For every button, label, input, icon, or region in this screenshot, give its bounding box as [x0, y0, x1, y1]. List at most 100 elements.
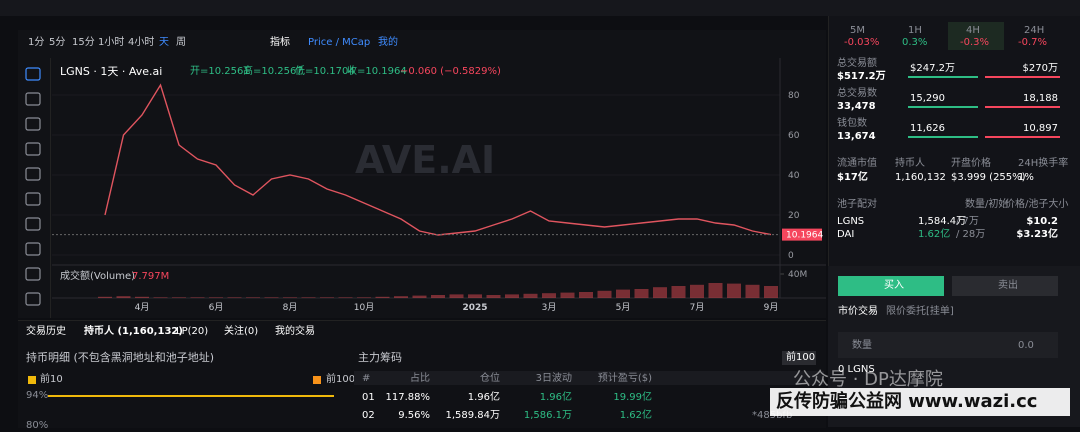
volume-bar — [412, 295, 427, 298]
volume-bar — [357, 297, 371, 298]
price-mcap-tab[interactable]: Price / MCap — [308, 37, 371, 48]
bottom-tab[interactable]: 交易历史 — [26, 326, 66, 337]
stat-bar-buy — [908, 106, 978, 108]
interval-tab[interactable]: 1小时 — [98, 37, 125, 48]
pool-header: 池子配对 — [837, 199, 877, 210]
frame-tab[interactable]: 5M — [850, 25, 865, 36]
pool-amount: 1.62亿 — [918, 229, 951, 240]
tool-icon — [25, 292, 41, 306]
top10-legend: 前10 — [40, 374, 63, 385]
y-tick-label: 20 — [788, 211, 800, 221]
tool-icon — [25, 192, 41, 206]
table-cell[interactable]: 1,589.84万 — [445, 410, 500, 421]
buy-btn[interactable]: 买入 — [884, 280, 904, 291]
stat-buy: $247.2万 — [910, 63, 955, 74]
interval-tab[interactable]: 天 — [159, 37, 169, 48]
volume-bar — [764, 286, 778, 298]
table-cell[interactable]: 1,586.1万 — [523, 410, 572, 421]
volume-bar — [634, 289, 649, 298]
top-bar — [0, 0, 1080, 16]
table-header[interactable]: 3日波动 — [535, 373, 572, 384]
order-tab[interactable]: 限价委托[挂单] — [886, 306, 954, 317]
volume-bar — [653, 287, 667, 298]
watermark: AVE.AI — [355, 138, 496, 182]
tool-icon — [25, 117, 41, 131]
stat-bar-sell — [985, 136, 1060, 138]
pool-price: $10.2 — [1026, 216, 1058, 227]
frame-tab[interactable]: 0.3% — [902, 37, 928, 48]
frame-tab[interactable]: 24H — [1024, 25, 1045, 36]
interval-tab[interactable]: 周 — [176, 37, 186, 48]
interval-tab[interactable]: 15分 — [72, 37, 95, 48]
tool-icon — [25, 67, 41, 81]
pool-token: LGNS — [837, 216, 865, 227]
top100-swatch — [313, 376, 321, 384]
pool-header: 数量/初始 — [965, 199, 1009, 210]
order-tab[interactable]: 市价交易 — [838, 306, 878, 317]
volume-bar — [542, 293, 556, 298]
bottom-tab[interactable]: 我的交易 — [275, 326, 315, 337]
table-header[interactable]: 仓位 — [480, 373, 500, 384]
x-tick-label: 6月 — [209, 302, 224, 313]
table-cell[interactable]: 9.56% — [398, 410, 430, 421]
table-cell[interactable]: 01 — [362, 392, 375, 403]
sell-btn[interactable] — [952, 276, 1058, 296]
table-cell[interactable]: 1.62亿 — [619, 410, 652, 421]
holders-title: 持币明细 (不包含黑洞地址和池子地址) — [26, 351, 215, 364]
table-header[interactable]: 预计盈亏($) — [597, 373, 652, 384]
qty-label: 数量 — [852, 340, 872, 351]
table-header[interactable]: 占比 — [410, 373, 430, 384]
stat-total: $517.2万 — [837, 71, 886, 82]
table-cell[interactable]: 19.99亿 — [613, 392, 652, 403]
interval-tab[interactable]: 4小时 — [128, 37, 155, 48]
symbol: LGNS · 1天 · Ave.ai — [60, 65, 163, 78]
pct-label: 80% — [26, 420, 49, 431]
x-tick-label: 5月 — [616, 302, 631, 313]
interval-tab[interactable]: 1分 — [28, 37, 45, 48]
info-label: 24H换手率 — [1018, 158, 1069, 169]
buy-btn[interactable] — [838, 276, 944, 296]
bottom-tab[interactable]: 持币人 (1,160,132) — [84, 326, 183, 337]
tool-icon — [25, 92, 41, 106]
table-header[interactable]: # — [362, 373, 371, 384]
frame-tab[interactable]: 4H — [966, 25, 980, 36]
bottom-tab[interactable]: LP(20) — [176, 326, 209, 337]
table-cell[interactable]: 117.88% — [385, 392, 431, 403]
top10-swatch — [28, 376, 36, 384]
y-tick-label: 0 — [788, 251, 794, 261]
volume-bar — [616, 289, 630, 298]
volume-bar — [505, 294, 519, 298]
indicator-btn[interactable]: 指标 — [270, 37, 290, 48]
bottom-tab[interactable]: 关注(0) — [224, 326, 259, 337]
mine-tab[interactable]: 我的 — [378, 37, 398, 48]
volume-bar — [153, 297, 168, 298]
frame-tab[interactable]: -0.3% — [960, 37, 990, 48]
table-cell[interactable]: 02 — [362, 410, 375, 421]
frame-tab[interactable]: 1H — [908, 25, 922, 36]
table-cell[interactable]: 1.96亿 — [539, 392, 572, 403]
volume-bar — [264, 297, 279, 298]
main-badge: 前100 — [786, 352, 816, 363]
tool-icon — [25, 217, 41, 231]
volume-bar — [671, 286, 686, 298]
info-value: 1,160,132 — [895, 172, 946, 183]
frame-tab[interactable]: -0.7% — [1018, 37, 1048, 48]
frame-tab[interactable]: -0.03% — [844, 37, 880, 48]
x-tick-label: 7月 — [690, 302, 705, 313]
table-header — [354, 371, 824, 385]
chart: 0 20 40 60 80 40M 4月 6月 8月 10月 2025 3月 5月 7月 9月 10.1964 — [25, 58, 826, 313]
site-watermark: 反传防骗公益网 www.wazi.cc — [776, 391, 1038, 412]
ohlc: 开=10.2561 — [190, 66, 250, 77]
pool-amount: 1,584.4万 — [918, 216, 967, 227]
x-tick-label: 4月 — [135, 302, 150, 313]
interval-tab[interactable]: 5分 — [49, 37, 66, 48]
stat-bar-sell — [985, 106, 1060, 108]
ohlc: 高=10.2567 — [243, 66, 303, 77]
table-cell[interactable]: 1.96亿 — [467, 392, 500, 403]
sell-btn[interactable]: 卖出 — [998, 280, 1018, 291]
balance: 0 LGNS — [838, 364, 875, 375]
volume-bar — [246, 297, 260, 298]
volume-bar — [172, 297, 186, 298]
volume-bar — [727, 283, 741, 298]
